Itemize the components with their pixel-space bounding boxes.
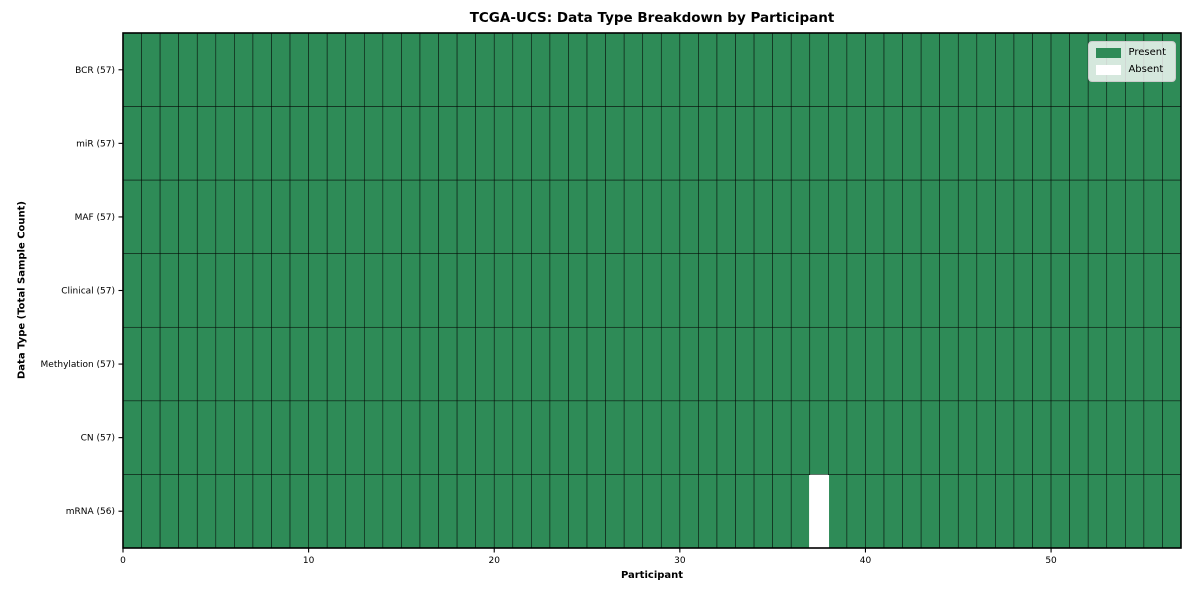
svg-text:MAF (57): MAF (57) — [75, 213, 115, 223]
legend: Present Absent — [1088, 41, 1176, 82]
x-axis-label: Participant — [620, 570, 684, 581]
svg-text:Clinical (57): Clinical (57) — [61, 287, 115, 297]
legend-label-present: Present — [1128, 47, 1166, 58]
svg-text:40: 40 — [860, 556, 872, 566]
legend-item-absent: Absent — [1096, 64, 1166, 76]
svg-text:CN (57): CN (57) — [81, 434, 115, 444]
svg-text:20: 20 — [489, 556, 501, 566]
svg-text:0: 0 — [120, 556, 126, 566]
legend-swatch-absent-icon — [1096, 65, 1122, 75]
svg-text:mRNA (56): mRNA (56) — [66, 507, 115, 517]
legend-swatch-present-icon — [1096, 48, 1122, 58]
svg-text:BCR (57): BCR (57) — [75, 66, 115, 76]
legend-item-present: Present — [1096, 47, 1166, 59]
svg-text:Methylation (57): Methylation (57) — [41, 360, 115, 370]
svg-text:50: 50 — [1045, 556, 1057, 566]
chart-title: TCGA-UCS: Data Type Breakdown by Partici… — [469, 10, 835, 26]
legend-label-absent: Absent — [1128, 64, 1164, 75]
svg-text:10: 10 — [303, 556, 315, 566]
svg-text:miR (57): miR (57) — [76, 139, 115, 149]
svg-text:30: 30 — [674, 556, 686, 566]
